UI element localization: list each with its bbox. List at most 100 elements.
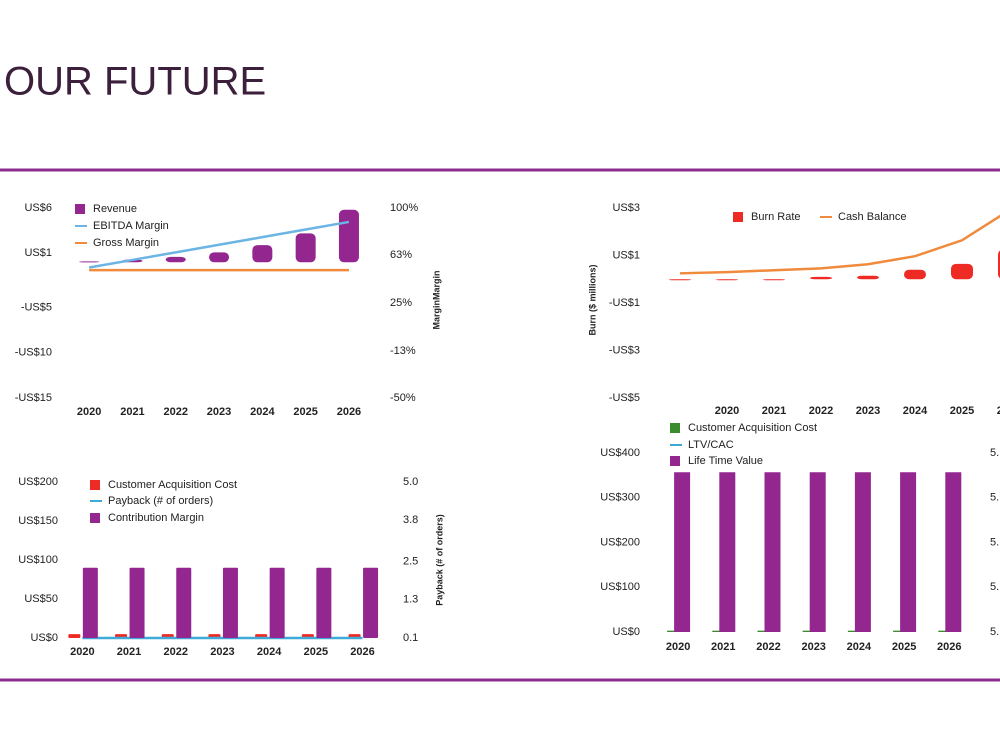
y-tick-label: -US$5 — [609, 392, 640, 404]
bar — [667, 630, 678, 632]
bar — [82, 567, 98, 638]
bar — [900, 472, 917, 632]
legend-label: LTV/CAC — [688, 439, 734, 451]
y2-tick-label: 5.0 — [403, 476, 418, 488]
legend-label: Payback (# of orders) — [108, 495, 213, 507]
legend-label: Gross Margin — [93, 237, 159, 249]
y2-tick-label: 2.5 — [403, 555, 418, 567]
x-tick-label: 2025 — [304, 646, 328, 658]
y-tick-label: -US$3 — [609, 344, 640, 356]
bar — [295, 233, 316, 263]
y-tick-label: -US$5 — [21, 301, 52, 313]
bar — [222, 567, 238, 638]
y2-tick-label: 63% — [390, 249, 412, 261]
x-tick-label: 2024 — [847, 641, 872, 653]
y2-tick-label: -13% — [390, 345, 416, 357]
bar — [712, 630, 723, 632]
legend-label: Contribution Margin — [108, 512, 204, 524]
bar — [945, 472, 962, 632]
bar — [802, 630, 813, 632]
x-tick-label: 2022 — [756, 641, 780, 653]
y-tick-label: US$200 — [600, 536, 640, 548]
y-tick-label: US$0 — [612, 626, 640, 638]
legend-label: Customer Acquisition Cost — [688, 422, 817, 434]
x-tick-label: 2024 — [250, 406, 275, 418]
legend-label: Customer Acquisition Cost — [108, 479, 237, 491]
bar — [764, 472, 781, 632]
x-tick-label: 2020 — [77, 406, 101, 418]
x-tick-label: 2026 — [937, 641, 961, 653]
bar — [269, 567, 285, 638]
x-tick-label: 2021 — [711, 641, 735, 653]
bar — [719, 472, 736, 632]
x-tick-label: 2024 — [903, 405, 928, 417]
x-tick-label: 2026 — [337, 406, 361, 418]
y-tick-label: -US$10 — [15, 347, 52, 359]
bar — [810, 276, 832, 280]
bar — [129, 567, 145, 638]
y2-tick-label: 1.3 — [403, 594, 418, 606]
legend-label: Revenue — [93, 203, 137, 215]
x-tick-label: 2020 — [666, 641, 690, 653]
y2-tick-label: 5. — [990, 447, 999, 459]
bar — [252, 245, 273, 263]
bar — [893, 630, 904, 632]
y2-tick-label: -50% — [390, 392, 416, 404]
x-tick-label: 2023 — [210, 646, 234, 658]
x-tick-label: 2023 — [856, 405, 880, 417]
bar — [716, 279, 738, 281]
y-tick-label: US$3 — [612, 202, 640, 214]
x-tick-label: 2026 — [997, 405, 1000, 417]
legend-label: Burn Rate — [751, 211, 801, 223]
x-tick-label: 2022 — [809, 405, 833, 417]
bar — [363, 567, 379, 638]
y2-tick-label: 5. — [990, 581, 999, 593]
y-tick-label: US$100 — [18, 554, 58, 566]
x-tick-label: 2025 — [950, 405, 974, 417]
y-tick-label: US$150 — [18, 515, 58, 527]
line — [679, 214, 1000, 275]
bar — [854, 472, 871, 632]
legend-swatch — [670, 456, 680, 466]
y-tick-label: -US$1 — [609, 297, 640, 309]
bar — [763, 279, 785, 281]
y-tick-label: US$6 — [24, 202, 52, 214]
legend-label: Cash Balance — [838, 211, 907, 223]
legend-label: EBITDA Margin — [93, 220, 169, 232]
bar — [316, 567, 332, 638]
bar — [79, 261, 100, 263]
bar — [176, 567, 192, 638]
y-tick-label: US$300 — [600, 492, 640, 504]
bar — [165, 256, 186, 263]
bar — [68, 634, 81, 638]
legend-label: Life Time Value — [688, 455, 763, 467]
legend-swatch — [733, 212, 743, 222]
legend-swatch — [90, 513, 100, 523]
bar — [757, 630, 768, 632]
y-tick-label: US$0 — [30, 632, 58, 644]
y-axis-label: Burn ($ millions) — [587, 264, 597, 335]
x-tick-label: 2022 — [164, 406, 188, 418]
legend-swatch — [75, 204, 85, 214]
x-tick-label: 2022 — [164, 646, 188, 658]
y2-tick-label: 100% — [390, 202, 418, 214]
bar — [809, 472, 826, 632]
bar — [674, 472, 691, 632]
bar — [847, 630, 858, 632]
x-tick-label: 2023 — [207, 406, 231, 418]
y2-tick-label: 3.8 — [403, 514, 418, 526]
line — [88, 220, 350, 269]
x-tick-label: 2020 — [715, 405, 739, 417]
bar — [857, 275, 879, 280]
x-tick-label: 2020 — [70, 646, 94, 658]
bar — [938, 630, 949, 632]
bar — [904, 269, 926, 280]
y2-tick-label: 25% — [390, 297, 412, 309]
y2-axis-label: MarginMargin — [431, 270, 441, 329]
x-tick-label: 2021 — [120, 406, 144, 418]
bar — [951, 263, 973, 280]
y2-tick-label: 0.1 — [403, 632, 418, 644]
legend-swatch — [670, 423, 680, 433]
x-tick-label: 2021 — [762, 405, 786, 417]
